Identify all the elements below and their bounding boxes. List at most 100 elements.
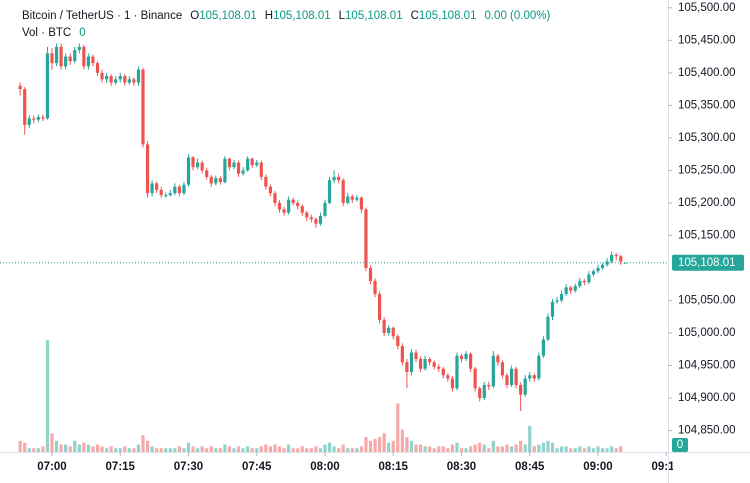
volume-bar [437,446,441,452]
candle-body [432,362,436,367]
candle-body [314,219,318,224]
candle-body [168,193,172,196]
volume-bar [200,446,204,452]
volume-bar [68,446,72,452]
candle-body [82,46,86,67]
volume-bar [109,446,113,452]
volume-bar [296,448,300,452]
candle-body [332,176,336,181]
candle-body [355,197,359,200]
candle-body [532,375,536,379]
volume-bar [77,444,81,452]
volume-bar [50,433,54,452]
candle-body [296,202,300,207]
candle-body [132,79,136,83]
candle-body [350,196,354,200]
candle-body [560,293,564,301]
candle-body [564,287,568,294]
volume-bar [168,448,172,452]
candle-body [400,345,404,363]
candle-body [309,217,313,220]
price-axis: 105,500.00 105,450.00 105,400.00 105,350.00… [668,2,744,452]
volume-bar [241,448,245,452]
candle-body [118,76,122,80]
volume-bar [528,425,532,452]
volume-bar [605,448,609,452]
candle-body [232,162,236,168]
candle-body [282,209,286,213]
volume-bar [305,448,309,452]
y-tick-label: 105,500.00 [678,2,736,14]
volume-bar [155,448,159,452]
candle-body [378,293,382,320]
candle-body [414,352,418,359]
volume-bar [277,446,282,452]
volume-bar [318,448,323,452]
candle-body [209,176,213,184]
volume-bar [523,444,527,452]
candle-body [409,352,414,373]
volume-bar [473,444,477,452]
volume-bar [409,440,414,452]
volume-bar [300,446,304,452]
candle-body [105,76,109,80]
candle-body [387,327,391,333]
candle-body [610,254,614,262]
candle-body [127,79,131,83]
candle-body [469,353,473,369]
change-value: 0.00 (0.00%) [484,10,550,22]
candle-body [150,183,154,194]
candle-body [50,53,54,64]
volume-bar [86,444,90,452]
volume-bar [482,444,486,452]
candle-body [236,162,241,174]
x-tick-label: 08:15 [379,461,409,473]
volume-bar [378,437,382,452]
candle-body [346,196,350,203]
c-key: C [411,10,419,22]
volume-bar [355,448,359,452]
candle-body [546,316,550,340]
candle-body [605,261,609,265]
volume-bar [205,448,209,452]
candle-body [423,358,427,369]
y-tick-label: 105,400.00 [678,67,736,79]
candle-body [396,336,400,346]
x-tick-label: 08:30 [447,461,476,473]
x-tick-label: 07:45 [242,461,272,473]
volume-bar [514,444,518,452]
volume-bar [18,440,22,452]
volume-bar [432,448,436,452]
candle-body [223,158,227,183]
candle-body [123,76,127,83]
volume-bar [236,446,241,452]
candle-body [619,256,623,262]
candle-body [18,85,22,90]
volume-bar [268,446,272,452]
y-tick-label: 104,900.00 [678,392,736,404]
candle-body [182,184,186,194]
x-tick-label: 07:15 [106,461,136,473]
candle-body [177,186,181,194]
y-tick-label: 104,850.00 [678,425,736,437]
volume-bar [619,446,623,452]
candle-body [200,162,204,171]
volume-bar [264,444,268,452]
volume-bar [250,448,254,452]
candle-body [300,206,304,213]
volume-bar [555,448,559,452]
volume-bar [541,442,545,452]
candle-body [537,355,541,379]
volume-bar [36,448,40,452]
volume-bar [428,446,432,452]
candle-body [496,355,500,363]
y-tick-label: 105,000.00 [678,327,736,339]
candle-body [186,157,191,185]
candle-body [250,158,254,166]
volume-bar [177,446,181,452]
volume-title: Vol · BTC [22,27,71,39]
candle-body [100,72,104,80]
candle-body [68,56,72,62]
candle-body [582,280,586,283]
candle-body [405,362,409,373]
